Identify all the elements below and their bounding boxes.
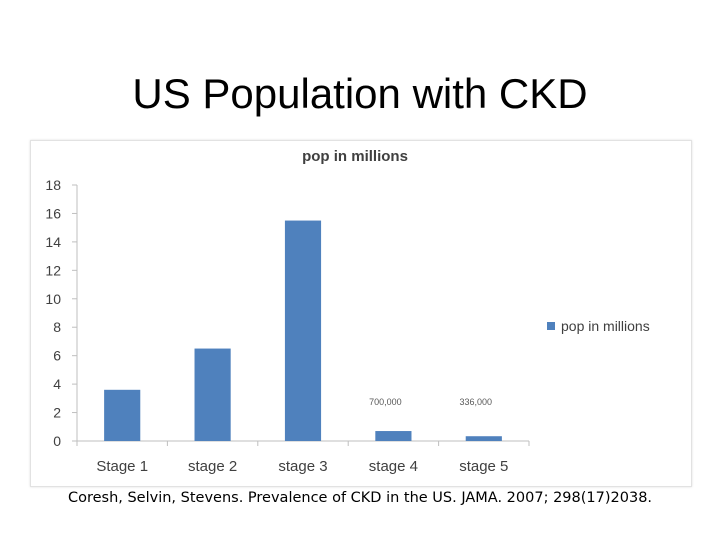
y-tick-label: 6	[53, 348, 61, 364]
bar	[194, 348, 231, 441]
legend-swatch	[547, 322, 555, 330]
y-axis: 0 2 4 6 8 10 12 14 16 18	[45, 177, 78, 449]
annotation-label: 700,000	[369, 397, 402, 407]
bar	[465, 436, 502, 441]
x-tick-label: stage 5	[459, 458, 508, 475]
y-tick-label: 18	[45, 177, 61, 193]
y-tick-label: 2	[53, 405, 61, 421]
bar-chart: pop in millions 0 2 4 6 8 10 12 14 16 18 Stage 1 s…	[45, 148, 650, 475]
y-tick-label: 16	[45, 205, 61, 221]
x-tick-label: Stage 1	[96, 458, 148, 475]
y-tick-label: 4	[53, 376, 61, 392]
x-axis: Stage 1 stage 2 stage 3 stage 4 stage 5	[76, 440, 530, 475]
x-tick-label: stage 2	[188, 458, 237, 475]
citation: Coresh, Selvin, Stevens. Prevalence of C…	[67, 490, 653, 506]
annotation-label: 336,000	[460, 397, 493, 407]
bar	[284, 220, 322, 441]
y-tick-label: 14	[45, 234, 61, 250]
legend-label: pop in millions	[561, 318, 650, 334]
y-tick-label: 12	[45, 262, 61, 278]
bar	[375, 431, 412, 441]
bar-annotations: 700,000 336,000	[369, 397, 492, 407]
y-tick-label: 8	[53, 319, 61, 335]
chart-title: pop in millions	[302, 148, 408, 165]
y-tick-label: 10	[45, 291, 61, 307]
chart-container: pop in millions 0 2 4 6 8 10 12 14 16 18 Stage 1 s…	[30, 140, 692, 487]
bar	[104, 389, 141, 441]
slide-title: US Population with CKD	[132, 70, 588, 117]
legend: pop in millions	[547, 318, 650, 334]
x-tick-label: stage 4	[369, 458, 418, 475]
bar-series	[104, 220, 502, 441]
x-tick-label: stage 3	[278, 458, 327, 475]
y-tick-label: 0	[53, 433, 61, 449]
